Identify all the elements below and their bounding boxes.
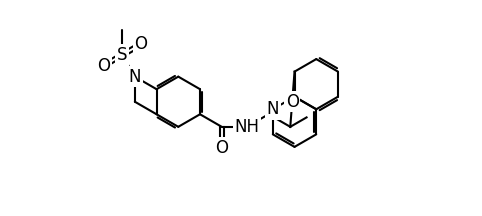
Text: O: O [215,139,228,157]
Text: NH: NH [234,118,259,136]
Text: S: S [117,46,128,64]
Text: N: N [267,100,279,118]
Text: N: N [129,68,141,86]
Text: O: O [134,35,147,53]
Text: O: O [97,57,110,75]
Text: O: O [286,93,299,111]
